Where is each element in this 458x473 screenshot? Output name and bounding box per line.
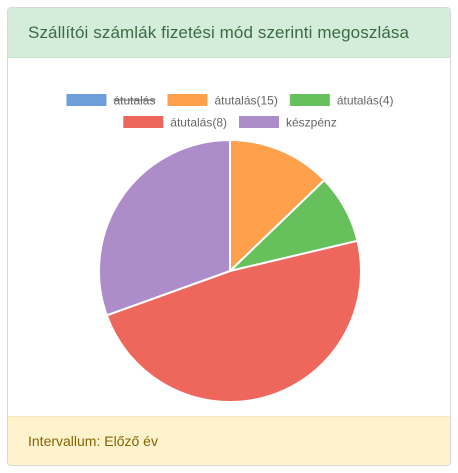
pie-slice[interactable] [105,239,362,404]
legend-swatch [66,94,107,106]
card-header: Szállítói számlák fizetési mód szerinti … [8,8,450,58]
legend-label: átutalás(8) [170,116,227,130]
legend-swatch [123,116,164,128]
card-title: Szállítói számlák fizetési mód szerinti … [28,22,410,42]
pie-slice[interactable] [229,138,326,274]
pie-chart: átutalás átutalás(15) átutalás(4) átutalás(… [66,94,394,404]
interval-label: Intervallum: Előző év [28,433,158,449]
card-footer: Intervallum: Előző év [8,416,450,465]
legend-label: átutalás(4) [337,94,394,108]
card-body: átutalás átutalás(15) átutalás(4) átutalás(… [8,58,450,418]
pie-slice[interactable] [98,138,231,317]
chart-card: Szállítói számlák fizetési mód szerinti … [7,7,451,466]
legend-item[interactable]: készpénz [239,116,337,130]
legend-label: készpénz [286,116,337,130]
legend-label: átutalás(15) [214,94,277,108]
legend-swatch [289,94,330,106]
legend-item[interactable]: átutalás [66,94,155,108]
legend-item[interactable]: átutalás(8) [123,116,227,130]
legend-swatch [167,94,208,106]
legend-item[interactable]: átutalás(4) [289,94,394,108]
legend-swatch [239,116,279,128]
legend-item[interactable]: átutalás(15) [167,94,278,108]
